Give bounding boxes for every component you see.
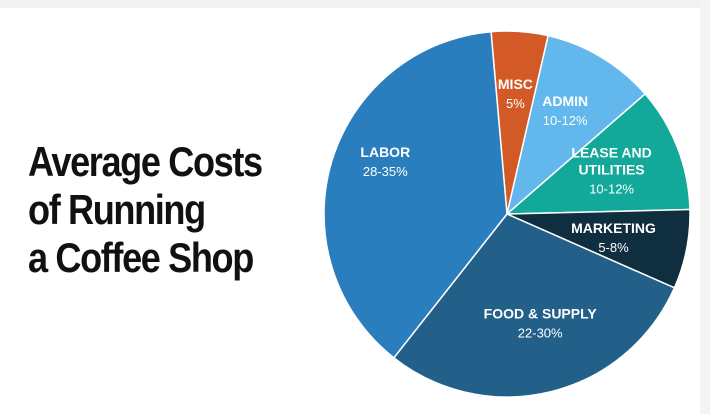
slice-name-label: ADMIN	[542, 93, 588, 109]
slice-value-label: 10-12%	[589, 181, 634, 196]
slice-label-group: FOOD & SUPPLY 22-30%	[484, 306, 598, 341]
slice-name-label: FOOD & SUPPLY	[484, 306, 598, 322]
pie-slice-labor	[323, 30, 508, 359]
slice-label-group: MISC 5%	[498, 76, 533, 111]
title-line: of Running	[28, 186, 206, 233]
title-line: Average Costs	[28, 138, 263, 185]
slice-value-label: 5-8%	[598, 240, 629, 255]
pie-slices	[323, 30, 691, 398]
right-border	[700, 0, 710, 414]
pie-slice-lease-and-utilities	[504, 92, 691, 215]
slice-value-label: 22-30%	[518, 326, 563, 341]
slice-name-label: UTILITIES	[579, 161, 645, 177]
slice-label-group: ADMIN 10-12%	[542, 93, 588, 128]
slice-label-group: LABOR 28-35%	[360, 144, 410, 179]
top-border	[0, 0, 710, 8]
slice-label-group: MARKETING 5-8%	[571, 220, 656, 255]
slice-name-label: MISC	[498, 76, 533, 92]
slice-value-label: 10-12%	[543, 113, 588, 128]
chart-title: Average Costs of Running a Coffee Shop	[28, 138, 263, 282]
pie-slice-food-supply	[392, 213, 676, 398]
slice-value-label: 5%	[506, 96, 525, 111]
title-line: a Coffee Shop	[28, 234, 254, 281]
slice-name-label: LEASE AND	[571, 144, 651, 160]
slice-value-label: 28-35%	[363, 164, 408, 179]
slice-name-label: LABOR	[360, 144, 410, 160]
slice-name-label: MARKETING	[571, 220, 656, 236]
pie-slice-admin	[505, 34, 647, 217]
